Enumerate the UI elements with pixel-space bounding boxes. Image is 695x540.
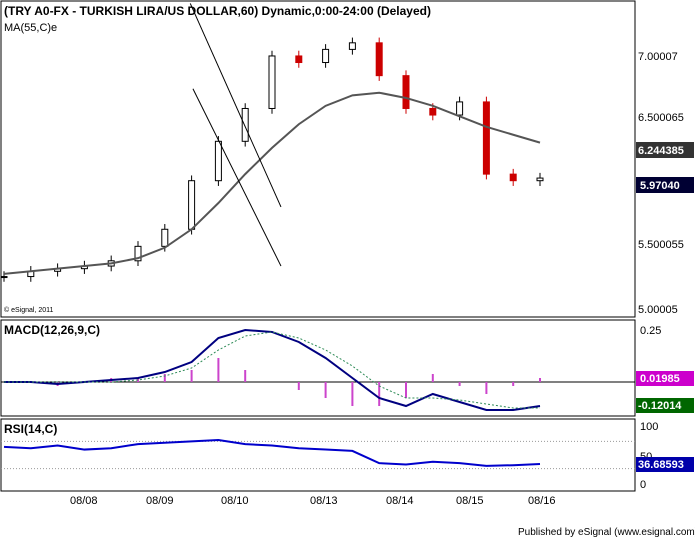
candle-body [214,140,222,182]
candle-body [134,245,142,262]
x-tick-label: 08/09 [146,495,174,507]
trend-channel-upper [189,3,282,208]
price-tick-2: 6.500065 [638,112,684,124]
rsi-tick-0: 0 [640,479,646,491]
candle-body [375,42,383,77]
candle-body [429,107,437,116]
copyright: © eSignal, 2011 [4,306,54,314]
chart-title: (TRY A0-FX - TURKISH LIRA/US DOLLAR,60) … [4,4,431,18]
candle-body [536,177,544,182]
candle-body [509,173,517,182]
macd-panel-frame [0,319,636,417]
svg-text:6.244385: 6.244385 [638,145,684,157]
svg-text:36.68593: 36.68593 [638,459,684,471]
footer-text: Published by eSignal (www.esignal.com) [518,527,695,538]
svg-text:5.97040: 5.97040 [640,180,680,192]
macd-label: MACD(12,26,9,C) [4,323,100,337]
candle-body [402,75,410,109]
candle-body [482,101,490,175]
signal-line [4,331,540,409]
rsi-tick-100: 100 [640,421,658,433]
candle-body [0,276,8,279]
price-tick-4: 5.00005 [638,304,678,316]
x-tick-label: 08/16 [528,495,556,507]
candle-body [241,107,249,142]
price-value-tag: 5.97040 [636,177,694,193]
price-tick-3: 5.500055 [638,239,684,251]
x-tick-label: 08/08 [70,495,98,507]
x-tick-label: 08/13 [310,495,338,507]
x-tick-label: 08/10 [221,495,249,507]
svg-text:0.01985: 0.01985 [640,373,680,385]
rsi-line [3,439,541,467]
macd-line [4,328,541,411]
ma-label: MA(55,C)e [4,22,57,34]
macd-tick-1: 0.25 [640,325,661,337]
rsi-label: RSI(14,C) [4,422,57,436]
price-tick-1: 7.00007 [638,51,678,63]
x-tick-label: 08/15 [456,495,484,507]
ma-value-tag: 6.244385 [636,142,694,158]
candle-body [456,101,464,116]
rsi-value-tag: 36.68593 [636,457,694,472]
rsi-panel-frame [0,418,636,492]
candle-body [188,180,196,230]
svg-text:-0.12014: -0.12014 [638,400,682,412]
trend-channel-lower [192,88,282,267]
ma-line [3,91,541,275]
x-tick-label: 08/14 [386,495,414,507]
candle-body [161,228,169,247]
candle-body [295,55,303,64]
candle-body [268,55,276,109]
candle-body [322,48,330,64]
candle-body [348,42,356,50]
price-panel-frame [0,0,636,318]
macd-value-tag: 0.01985 [636,371,694,386]
signal-value-tag: -0.12014 [636,398,694,413]
